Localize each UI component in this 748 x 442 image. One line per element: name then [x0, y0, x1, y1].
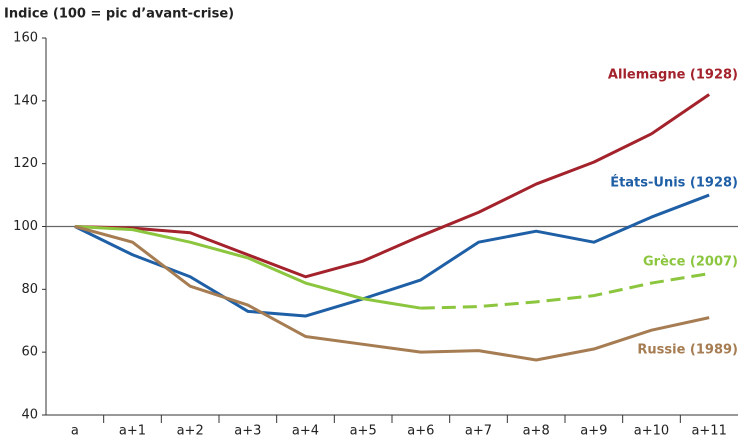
line [74, 93, 711, 279]
x-tick-label: a+2 [177, 424, 204, 439]
y-tick-label: 60 [21, 345, 38, 360]
y-tick-label: 100 [13, 219, 38, 234]
x-tick-label: a+1 [119, 424, 146, 439]
y-tick-label: 80 [21, 282, 38, 297]
x-tick-label: a+10 [634, 424, 669, 439]
x-tick-label: a+8 [523, 424, 550, 439]
line [74, 225, 710, 362]
x-tick-label: a+4 [292, 424, 319, 439]
x-tick-label: a+3 [234, 424, 261, 439]
line [74, 193, 710, 318]
series-label: Russie (1989) [637, 343, 738, 358]
y-tick-label: 120 [13, 156, 38, 171]
x-tick-label: a+5 [350, 424, 377, 439]
series-label: Allemagne (1928) [608, 68, 738, 83]
x-tick-label: a+6 [407, 424, 434, 439]
x-tick-label: a+7 [465, 424, 492, 439]
line [74, 225, 422, 310]
series-label: États-Unis (1928) [610, 175, 738, 191]
x-tick-label: a [71, 424, 79, 439]
y-tick-label: 140 [13, 93, 38, 108]
line-dashed [420, 272, 710, 310]
series-label: Grèce (2007) [643, 255, 738, 270]
x-tick-label: a+9 [580, 424, 607, 439]
x-tick-label: a+11 [691, 424, 726, 439]
y-tick-label: 160 [13, 31, 38, 46]
y-tick-label: 40 [21, 408, 38, 423]
chart-title: Indice (100 = pic d’avant-crise) [4, 7, 234, 22]
